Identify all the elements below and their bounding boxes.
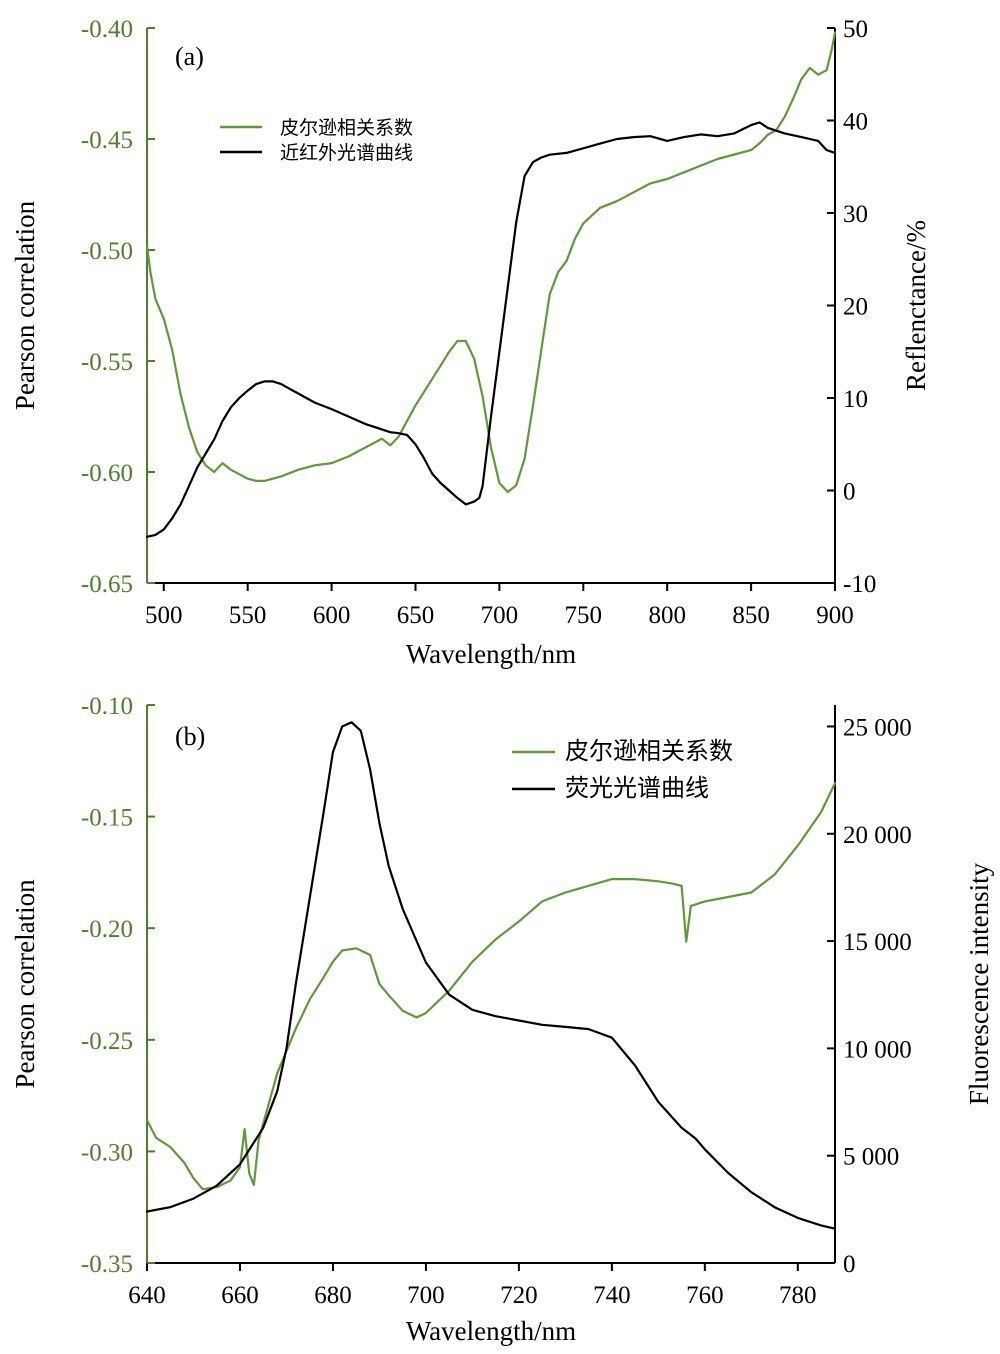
x-tick-label: 760 — [686, 1282, 724, 1309]
y-left-tick-label: -0.10 — [81, 693, 133, 720]
x-axis-title: Wavelength/nm — [406, 639, 576, 669]
y-left-tick-label: -0.40 — [81, 16, 133, 43]
y-right-tick-label: 40 — [843, 109, 868, 136]
x-tick-label: 850 — [732, 602, 770, 629]
x-tick-label: 600 — [313, 602, 351, 629]
x-tick-label: 900 — [816, 602, 854, 629]
panel-label: (b) — [175, 722, 205, 751]
legend-label: 近红外光谱曲线 — [280, 142, 413, 164]
x-tick-label: 750 — [565, 602, 603, 629]
y-left-axis-title: Pearson correlation — [10, 200, 40, 410]
y-right-tick-label: 20 000 — [843, 822, 912, 849]
x-tick-label: 650 — [397, 602, 435, 629]
y-left-tick-label: -0.50 — [81, 238, 133, 265]
x-tick-label: 680 — [314, 1282, 352, 1309]
y-left-tick-label: -0.15 — [81, 805, 133, 832]
y-left-tick-label: -0.30 — [81, 1139, 133, 1166]
y-left-tick-label: -0.45 — [81, 127, 133, 154]
legend-label: 荧光光谱曲线 — [565, 774, 709, 802]
series-line-pearson-correlation — [145, 31, 837, 494]
y-right-tick-label: 10 000 — [843, 1036, 912, 1063]
x-axis-title: Wavelength/nm — [406, 1316, 576, 1346]
y-left-tick-label: -0.65 — [81, 571, 133, 598]
y-right-tick-label: 15 000 — [843, 929, 912, 956]
x-tick-label: 700 — [407, 1282, 445, 1309]
y-left-tick-label: -0.60 — [81, 460, 133, 487]
y-right-tick-label: 25 000 — [843, 714, 912, 741]
series-line-pearson-correlation — [145, 781, 837, 1191]
y-right-tick-label: 20 — [843, 294, 868, 321]
chart-panel-a: 500 550 600 650 700 750 800 850 900-0.40-0.45-0.… — [10, 16, 931, 669]
legend-label: 皮尔逊相关系数 — [565, 737, 733, 765]
y-right-tick-label: -10 — [843, 571, 876, 598]
y-right-tick-label: 50 — [843, 16, 868, 43]
x-tick-label: 550 — [229, 602, 267, 629]
x-tick-label: 780 — [779, 1282, 817, 1309]
x-tick-label: 800 — [648, 602, 686, 629]
y-left-tick-label: -0.20 — [81, 916, 133, 943]
x-tick-label: 500 — [145, 602, 183, 629]
y-right-tick-label: 30 — [843, 201, 868, 228]
x-tick-label: 660 — [221, 1282, 259, 1309]
y-right-tick-label: 0 — [843, 1251, 856, 1278]
panel-label: (a) — [175, 42, 204, 71]
y-right-axis-title: Reflenctance/% — [901, 220, 931, 391]
x-tick-label: 700 — [481, 602, 519, 629]
x-tick-label: 640 — [128, 1282, 166, 1309]
y-left-tick-label: -0.55 — [81, 349, 133, 376]
chart-panel-b: 640 660 680 700 720 740 760 780 -0.10 -0.15 -0.20 -… — [10, 693, 994, 1346]
y-right-tick-label: 10 — [843, 386, 868, 413]
y-right-tick-label: 0 — [843, 479, 856, 506]
series-line-spectrum — [145, 121, 837, 538]
legend-label: 皮尔逊相关系数 — [280, 117, 413, 139]
x-tick-label: 740 — [593, 1282, 631, 1309]
y-left-tick-label: -0.35 — [81, 1251, 133, 1278]
series-line-spectrum — [145, 721, 837, 1230]
x-tick-label: 720 — [500, 1282, 538, 1309]
y-left-axis-title: Pearson correlation — [10, 879, 40, 1089]
y-right-tick-label: 5 000 — [843, 1144, 899, 1171]
y-left-tick-label: -0.25 — [81, 1028, 133, 1055]
y-right-axis-title: Fluorescence intensity — [964, 862, 994, 1105]
